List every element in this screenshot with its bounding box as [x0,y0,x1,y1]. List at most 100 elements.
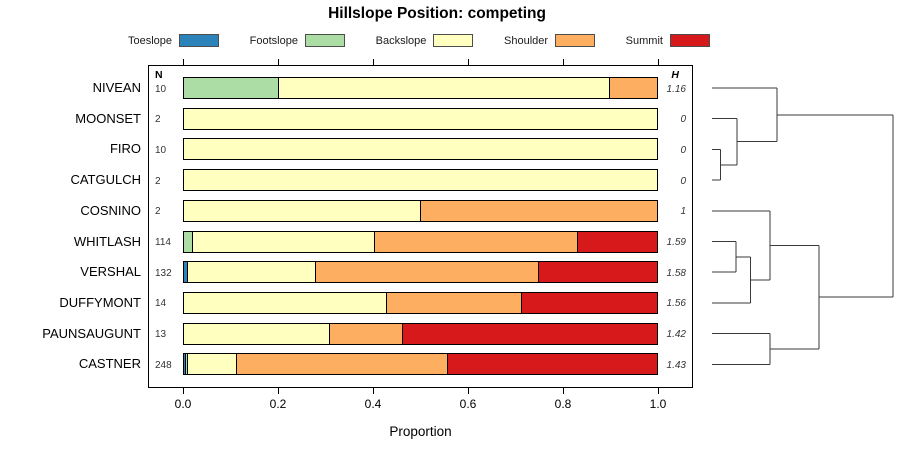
bar-segment-shoulder [236,354,448,375]
row-count: 10 [155,144,167,156]
bar-row [183,291,658,314]
row-label: CASTNER [78,356,141,372]
bar-row [183,199,658,222]
bar-segment-shoulder [420,200,657,221]
x-axis-tick-bottom [657,388,659,394]
legend-item-backslope: Backslope [376,34,474,47]
legend-item-footslope: Footslope [250,34,345,47]
x-axis-tick-bottom [372,388,374,394]
bar-segment-footslope [184,231,193,252]
bar-segment-shoulder [374,231,578,252]
row-h-value: 1.16 [666,83,686,95]
bar-segment-backslope [184,292,387,313]
bar-segment-toeslope [184,262,188,283]
legend: Toeslope Footslope Backslope Shoulder Summit [128,33,710,48]
row-count: 2 [155,175,161,187]
bar-row [183,107,658,130]
row-h-value: 1 [680,206,686,218]
bar-segment-toeslope [184,354,186,375]
row-h-value: 1.58 [666,267,686,279]
row-count: 14 [155,298,167,310]
bar-segment-backslope [184,108,657,129]
row-count: 13 [155,329,167,341]
bar-row [183,230,658,253]
plot-frame [148,65,693,388]
row-h-value: 0 [680,144,686,156]
x-axis-tick-bottom [182,388,184,394]
bar-segment-backslope [187,354,237,375]
row-label: WHITLASH [73,233,141,249]
h-column-header: H [671,69,679,81]
row-count: 2 [155,206,161,218]
legend-item-shoulder: Shoulder [504,34,596,47]
row-label: DUFFYMONT [59,294,141,310]
x-axis-tick-label: 1.0 [649,397,667,411]
row-count: 132 [155,267,172,279]
row-h-value: 1.59 [666,237,686,248]
bar-segment-backslope [187,262,317,283]
row-h-value: 0 [680,114,686,126]
bar-segment-summit [521,292,657,313]
row-count: 114 [155,237,171,248]
bar-row [183,138,658,161]
bar-segment-backslope [184,323,330,344]
bar-row [183,77,658,99]
legend-label: Shoulder [504,34,549,47]
x-axis-tick-top [372,59,374,65]
row-label: VERSHAL [80,264,141,280]
row-label: COSNINO [80,202,141,218]
bar-segment-backslope [184,170,657,191]
x-axis-tick-top [562,59,564,65]
legend-swatch-toeslope [179,34,220,47]
bar-segment-shoulder [329,323,403,344]
x-axis-tick-top [467,59,469,65]
row-label: CATGULCH [70,172,141,188]
n-column-header: N [155,69,163,81]
legend-swatch-backslope [433,34,474,47]
bar-row [183,169,658,192]
bar-segment-backslope [184,200,421,221]
x-axis-tick-label: 0.6 [459,397,477,411]
x-axis-tick-label: 0.2 [269,397,287,411]
bar-segment-backslope [278,78,610,98]
row-label: NIVEAN [92,80,141,95]
bar-segment-footslope [184,78,279,98]
bar-segment-backslope [184,139,657,160]
legend-swatch-shoulder [555,34,596,47]
legend-label: Footslope [249,34,298,47]
row-label: PAUNSAUGUNT [42,325,141,341]
row-count: 248 [155,359,172,371]
bar-segment-summit [402,323,657,344]
row-h-value: 1.43 [666,359,686,371]
legend-swatch-summit [669,34,710,47]
bar-row [183,322,658,345]
legend-label: Toeslope [128,34,173,47]
row-h-value: 0 [680,175,686,187]
bar-segment-shoulder [386,292,522,313]
x-axis-tick-bottom [277,388,279,394]
row-label: MOONSET [75,110,141,126]
row-h-value: 1.56 [666,298,686,310]
legend-label: Backslope [375,34,427,47]
x-axis-tick-label: 0.0 [174,397,192,411]
bar-row [183,261,658,284]
bar-segment-shoulder [609,78,657,98]
row-label: FIRO [109,141,141,157]
row-count: 10 [155,83,167,95]
legend-item-toeslope: Toeslope [128,34,220,47]
bar-segment-backslope [192,231,375,252]
legend-item-summit: Summit [626,34,710,47]
bar-segment-summit [538,262,657,283]
chart-title: Hillslope Position: competing [328,5,546,22]
x-axis-title: Proportion [389,424,452,439]
row-h-value: 1.42 [666,329,686,341]
x-axis-tick-top [182,59,184,65]
row-count: 2 [155,114,161,126]
x-axis-tick-label: 0.4 [364,397,382,411]
bar-segment-summit [447,354,657,375]
bar-row [183,353,658,376]
x-axis-tick-bottom [467,388,469,394]
x-axis-tick-top [657,59,659,65]
